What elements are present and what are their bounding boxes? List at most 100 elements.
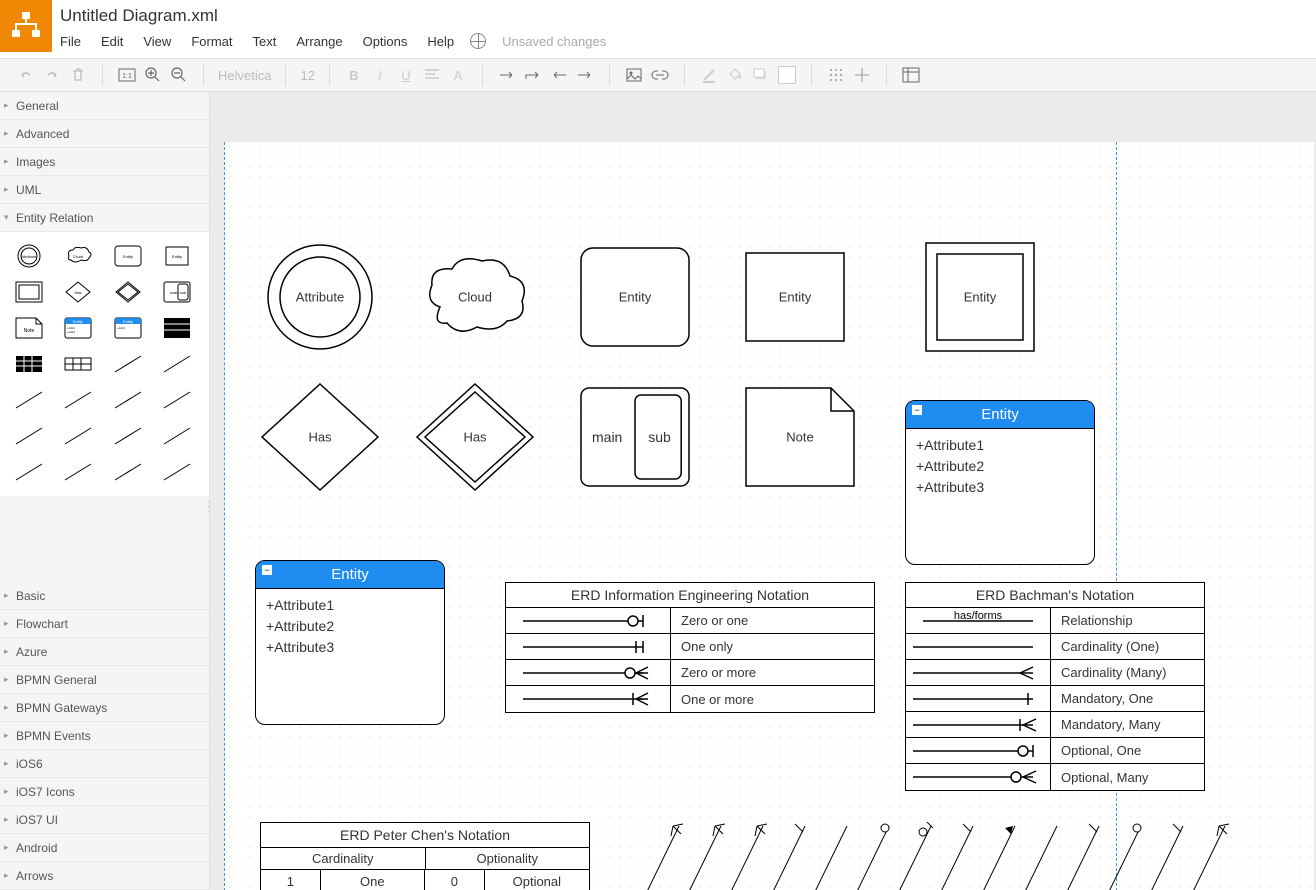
- font-size-select[interactable]: 12: [292, 68, 322, 83]
- palette-shape-16[interactable]: [8, 384, 50, 416]
- redo-button[interactable]: [40, 63, 64, 87]
- palette-shape-25[interactable]: [57, 456, 99, 488]
- app-logo[interactable]: [0, 0, 52, 52]
- image-button[interactable]: [622, 63, 646, 87]
- connector-line-9[interactable]: [1013, 822, 1061, 890]
- sidebar-section-bpmn-general[interactable]: BPMN General: [0, 666, 209, 694]
- menu-options[interactable]: Options: [353, 30, 418, 53]
- align-button[interactable]: [420, 63, 444, 87]
- zoom-out-button[interactable]: [167, 63, 191, 87]
- connector-line-13[interactable]: [1181, 822, 1229, 890]
- connector-line-11[interactable]: [1097, 822, 1145, 890]
- connector-line-8[interactable]: [971, 822, 1019, 890]
- palette-shape-17[interactable]: [57, 384, 99, 416]
- sidebar-section-ios7-ui[interactable]: iOS7 UI: [0, 806, 209, 834]
- menu-format[interactable]: Format: [181, 30, 242, 53]
- grid-cross-button[interactable]: [850, 63, 874, 87]
- undo-button[interactable]: [14, 63, 38, 87]
- sidebar-section-android[interactable]: Android: [0, 834, 209, 862]
- fill-color-button[interactable]: [723, 63, 747, 87]
- palette-shape-9[interactable]: Entity+Attr1+Attr2: [57, 312, 99, 344]
- line-color-button[interactable]: [697, 63, 721, 87]
- notation-table[interactable]: ERD Information Engineering NotationZero…: [505, 582, 875, 713]
- shape-note[interactable]: Note: [745, 387, 855, 487]
- shape-entity3[interactable]: Entity: [925, 242, 1035, 352]
- palette-shape-5[interactable]: Has: [57, 276, 99, 308]
- sidebar-section-azure[interactable]: Azure: [0, 638, 209, 666]
- sidebar-section-general[interactable]: General: [0, 92, 209, 120]
- connector-line-2[interactable]: [719, 822, 767, 890]
- menu-text[interactable]: Text: [242, 30, 286, 53]
- grid-dots-button[interactable]: [824, 63, 848, 87]
- connector-line-5[interactable]: [845, 822, 893, 890]
- palette-shape-10[interactable]: Entity+Attr1: [107, 312, 149, 344]
- notation-table[interactable]: ERD Bachman's Notationhas/formsRelations…: [905, 582, 1205, 791]
- document-title[interactable]: Untitled Diagram.xml: [60, 6, 218, 26]
- shape-mainsub[interactable]: mainsub: [580, 387, 690, 487]
- sidebar-section-images[interactable]: Images: [0, 148, 209, 176]
- menu-help[interactable]: Help: [417, 30, 464, 53]
- connector-3-button[interactable]: [547, 63, 571, 87]
- sidebar-section-bpmn-events[interactable]: BPMN Events: [0, 722, 209, 750]
- palette-shape-26[interactable]: [107, 456, 149, 488]
- sidebar-section-arrows[interactable]: Arrows: [0, 862, 209, 890]
- palette-shape-21[interactable]: [57, 420, 99, 452]
- palette-shape-20[interactable]: [8, 420, 50, 452]
- sidebar-section-ios6[interactable]: iOS6: [0, 750, 209, 778]
- connector-line-12[interactable]: [1139, 822, 1187, 890]
- delete-button[interactable]: [66, 63, 90, 87]
- underline-button[interactable]: U: [394, 63, 418, 87]
- palette-shape-14[interactable]: [107, 348, 149, 380]
- bold-button[interactable]: B: [342, 63, 366, 87]
- connector-line-10[interactable]: [1055, 822, 1103, 890]
- connector-2-button[interactable]: [521, 63, 545, 87]
- canvas-area[interactable]: AttributeCloudEntityEntityEntityHasHasma…: [210, 92, 1316, 890]
- language-icon[interactable]: [470, 33, 486, 49]
- link-button[interactable]: [648, 63, 672, 87]
- palette-shape-0[interactable]: Attribute: [8, 240, 50, 272]
- palette-shape-12[interactable]: [8, 348, 50, 380]
- shadow-button[interactable]: [749, 63, 773, 87]
- sidebar-section-uml[interactable]: UML: [0, 176, 209, 204]
- menu-file[interactable]: File: [60, 30, 91, 53]
- sidebar-section-basic[interactable]: Basic: [0, 582, 209, 610]
- palette-shape-23[interactable]: [156, 420, 198, 452]
- menu-edit[interactable]: Edit: [91, 30, 133, 53]
- sidebar-section-ios7-icons[interactable]: iOS7 Icons: [0, 778, 209, 806]
- palette-shape-19[interactable]: [156, 384, 198, 416]
- italic-button[interactable]: I: [368, 63, 392, 87]
- palette-shape-7[interactable]: mainsub: [156, 276, 198, 308]
- chen-notation[interactable]: ERD Peter Chen's NotationCardinalityOpti…: [260, 822, 590, 890]
- connector-line-1[interactable]: [677, 822, 725, 890]
- palette-shape-3[interactable]: Entity: [156, 240, 198, 272]
- sidebar-section-bpmn-gateways[interactable]: BPMN Gateways: [0, 694, 209, 722]
- connector-line-6[interactable]: [887, 822, 935, 890]
- layout-button[interactable]: [899, 63, 923, 87]
- shape-entity1[interactable]: Entity: [580, 247, 690, 347]
- swatch-button[interactable]: [775, 63, 799, 87]
- palette-shape-13[interactable]: [57, 348, 99, 380]
- palette-shape-11[interactable]: [156, 312, 198, 344]
- zoom-in-button[interactable]: [141, 63, 165, 87]
- palette-shape-2[interactable]: Entity: [107, 240, 149, 272]
- entity-card-0[interactable]: −Entity+Attribute1+Attribute2+Attribute3: [905, 400, 1095, 565]
- palette-shape-1[interactable]: Cloud: [57, 240, 99, 272]
- sidebar-section-entity-relation[interactable]: Entity Relation: [0, 204, 209, 232]
- shape-entity2[interactable]: Entity: [745, 252, 845, 342]
- shape-has2[interactable]: Has: [415, 382, 535, 492]
- menu-view[interactable]: View: [133, 30, 181, 53]
- connector-line-4[interactable]: [803, 822, 851, 890]
- canvas[interactable]: AttributeCloudEntityEntityEntityHasHasma…: [224, 142, 1314, 890]
- sidebar-section-advanced[interactable]: Advanced: [0, 120, 209, 148]
- fit-button[interactable]: 1:1: [115, 63, 139, 87]
- palette-shape-4[interactable]: [8, 276, 50, 308]
- entity-card-1[interactable]: −Entity+Attribute1+Attribute2+Attribute3: [255, 560, 445, 725]
- shape-has1[interactable]: Has: [260, 382, 380, 492]
- palette-shape-27[interactable]: [156, 456, 198, 488]
- palette-shape-6[interactable]: [107, 276, 149, 308]
- palette-shape-18[interactable]: [107, 384, 149, 416]
- connector-1-button[interactable]: [495, 63, 519, 87]
- connector-line-7[interactable]: [929, 822, 977, 890]
- connector-4-button[interactable]: [573, 63, 597, 87]
- palette-shape-8[interactable]: Note: [8, 312, 50, 344]
